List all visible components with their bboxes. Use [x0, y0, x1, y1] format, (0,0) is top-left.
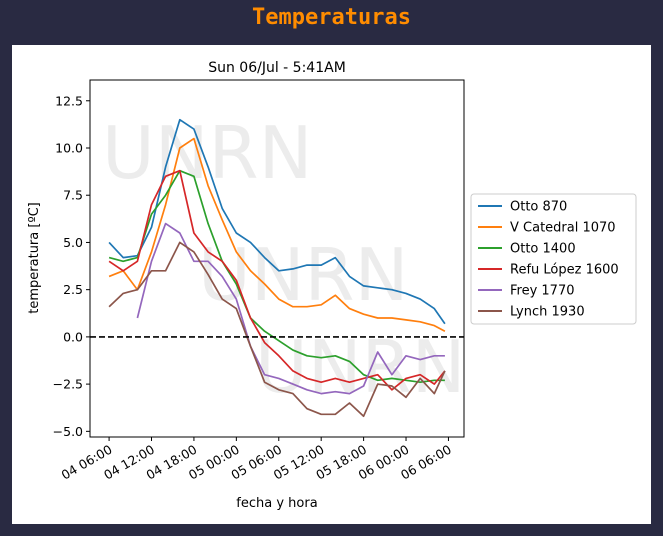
x-axis-label: fecha y hora [236, 496, 317, 511]
series-line-2 [108, 169, 445, 384]
y-tick-label: 10.0 [55, 141, 83, 156]
series-line-3 [108, 169, 446, 391]
y-tick-label: −2.5 [53, 377, 83, 392]
legend-box [470, 193, 637, 325]
y-tick-label: 5.0 [63, 235, 83, 250]
y-tick-label: 7.5 [63, 188, 83, 203]
chart-title: Sun 06/Jul - 5:41AM [208, 60, 346, 76]
legend-label: Otto 870 [510, 200, 567, 215]
y-tick-label: 12.5 [55, 93, 83, 108]
legend-label: Lynch 1930 [510, 305, 585, 320]
series-line-0 [108, 118, 446, 325]
series-line-5 [108, 241, 446, 418]
y-tick-label: −5.0 [53, 424, 83, 439]
legend-label: Frey 1770 [510, 284, 575, 299]
y-tick-label: 2.5 [63, 282, 83, 297]
legend-label: Refu López 1600 [510, 263, 619, 278]
series-line-4 [136, 222, 445, 395]
series-group [108, 118, 446, 418]
plot-frame [89, 79, 465, 438]
legend-label: V Catedral 1070 [510, 221, 616, 236]
y-axis-label: temperatura [ºC] [27, 202, 42, 313]
legend-label: Otto 1400 [510, 242, 576, 257]
series-line-1 [108, 137, 446, 332]
legend: Otto 870 V Catedral 1070 Otto 1400 Refu Lóp… [470, 193, 637, 325]
y-tick-label: 0.0 [63, 329, 83, 344]
page-title: Temperaturas [252, 5, 411, 30]
